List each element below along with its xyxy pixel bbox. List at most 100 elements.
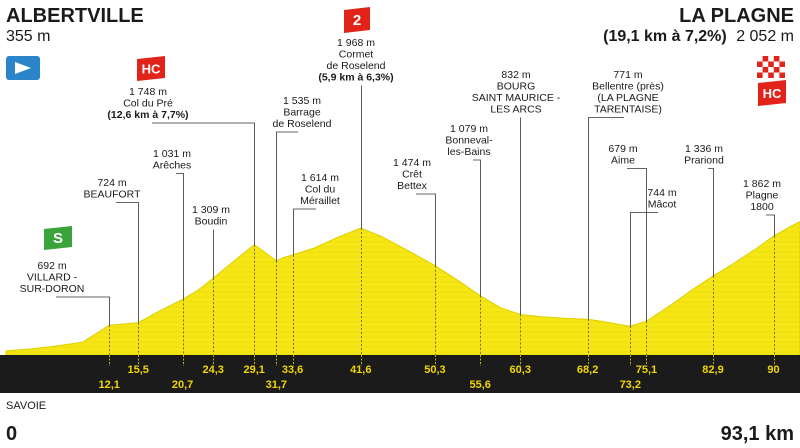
km-marker-5: 31,7 [266, 379, 287, 391]
waypoint-line-upper [630, 212, 658, 327]
km-marker-4: 29,1 [243, 364, 264, 376]
waypoint-label-line: 832 m [501, 69, 530, 81]
waypoint-label-line: (LA PLAGNE [597, 92, 658, 104]
badge-label: HC [142, 62, 161, 77]
waypoint-label-line: Cormet [339, 49, 374, 61]
waypoint-label-line: 1 748 m [129, 86, 167, 98]
badge-cat2-2-icon: 2 [344, 7, 370, 33]
waypoint-label-line: 1 968 m [337, 37, 375, 49]
waypoint-label-line: Boudin [195, 216, 228, 228]
waypoint-label-line: les-Bains [447, 146, 490, 158]
km-marker-6: 33,6 [282, 364, 303, 376]
km-marker-1: 15,5 [127, 364, 148, 376]
finish-climb: (19,1 km à 7,2%) [603, 28, 727, 45]
badge-label: S [53, 230, 63, 247]
finish-city: LA PLAGNE [679, 5, 794, 27]
waypoint-label-line: Barrage [283, 107, 321, 119]
km-marker-9: 55,6 [469, 379, 490, 391]
waypoint-label-line: de Roselend [273, 118, 332, 130]
region-label: SAVOIE [6, 400, 46, 412]
waypoint-label-line: Aime [611, 155, 635, 167]
waypoint-line-upper [56, 296, 110, 326]
waypoint-label-line: 771 m [613, 69, 642, 81]
waypoint-label-line: 1 336 m [685, 143, 723, 155]
profile-area [5, 221, 800, 356]
waypoint-label-line: Col du [305, 184, 336, 196]
badge-label: HC [763, 86, 782, 101]
badge-shape [344, 7, 370, 33]
badge-shape [44, 226, 72, 250]
waypoint-label-line: Bettex [397, 180, 428, 192]
waypoint-line-upper [473, 159, 481, 296]
badge-shape [758, 80, 786, 106]
badge-hc-3-icon: HC [758, 80, 786, 106]
waypoint-label-line: LES ARCS [490, 104, 541, 116]
badge-hc-1-icon: HC [137, 56, 165, 81]
waypoint-label-line: 1 309 m [192, 204, 230, 216]
start-city: ALBERTVILLE [6, 5, 144, 27]
km-marker-2: 20,7 [172, 379, 193, 391]
waypoint-line-upper [276, 131, 298, 262]
km-marker-8: 50,3 [424, 364, 445, 376]
km-marker-11: 68,2 [577, 364, 598, 376]
waypoint-line-upper [116, 202, 139, 323]
badge-label: 2 [353, 12, 361, 29]
waypoint-label-line: TARENTAISE) [594, 104, 662, 116]
waypoint-label-line: Arêches [153, 160, 192, 172]
km-marker-12: 73,2 [620, 379, 641, 391]
waypoint-line-upper [176, 173, 184, 300]
waypoint-label-line: Crêt [402, 169, 422, 181]
waypoint-label-line: 1 079 m [450, 123, 488, 135]
waypoint-label-line: Bonneval- [445, 135, 493, 147]
waypoint-label-line: SAINT MAURICE - [472, 92, 561, 104]
finish-flag-icon [757, 56, 785, 78]
waypoint-label-line: (12,6 km à 7,7%) [107, 109, 188, 121]
waypoint-label-line: Méraillet [300, 195, 340, 207]
start-flag-icon [6, 56, 40, 80]
waypoint-line-upper [627, 168, 647, 322]
waypoint-line-upper [708, 168, 714, 277]
waypoint-line-upper [152, 122, 255, 245]
km-marker-13: 75,1 [636, 364, 657, 376]
badge-shape [137, 56, 165, 81]
waypoint-label-line: 1 031 m [153, 148, 191, 160]
waypoint-label-line: BOURG [497, 81, 536, 93]
badge-sprint-0-icon: S [44, 226, 72, 250]
waypoint-label-line: 1 535 m [283, 95, 321, 107]
waypoint-line-upper [416, 193, 436, 266]
waypoint-label-line: 1800 [750, 201, 774, 213]
waypoint-label-line: 724 m [97, 177, 126, 189]
finish-subtitle: (19,1 km à 7,2%) 2 052 m [603, 28, 794, 45]
km-marker-3: 24,3 [203, 364, 224, 376]
waypoint-label-line: 679 m [608, 143, 637, 155]
waypoint-label-line: VILLARD - [27, 272, 78, 284]
distance-end: 93,1 km [721, 423, 794, 445]
waypoint-label-line: 744 m [647, 187, 676, 199]
waypoint-label-line: Mâcot [648, 199, 677, 211]
waypoint-label-line: 1 862 m [743, 178, 781, 190]
waypoint-line-upper [766, 214, 775, 237]
waypoint-line-upper [588, 117, 624, 320]
km-marker-15: 90 [767, 364, 779, 376]
waypoint-label-line: de Roselend [327, 60, 386, 72]
km-band [0, 355, 800, 393]
distance-start: 0 [6, 423, 17, 445]
km-marker-10: 60,3 [510, 364, 531, 376]
waypoint-label-line: Col du Pré [123, 98, 173, 110]
waypoint-label-line: Prariond [684, 155, 724, 167]
finish-altitude: 2 052 m [736, 28, 794, 45]
waypoint-label-line: 692 m [37, 260, 66, 272]
